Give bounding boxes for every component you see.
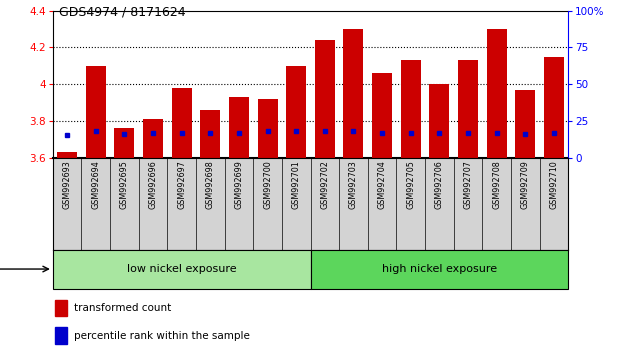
Bar (515, 90, 535, 158)
Text: GSM992699: GSM992699 (234, 160, 243, 209)
Bar (458, 60, 478, 158)
Text: high nickel exposure: high nickel exposure (382, 264, 497, 274)
Text: GSM992700: GSM992700 (263, 160, 272, 209)
Bar (229, 97, 249, 158)
Text: GSM992693: GSM992693 (63, 160, 71, 209)
Bar (401, 60, 421, 158)
Text: GSM992706: GSM992706 (435, 160, 444, 209)
Bar (55, 300, 66, 316)
Text: low nickel exposure: low nickel exposure (127, 264, 237, 274)
Text: GSM992695: GSM992695 (120, 160, 129, 209)
Bar (114, 128, 134, 158)
Text: percentile rank within the sample: percentile rank within the sample (75, 331, 250, 341)
Text: transformed count: transformed count (75, 303, 171, 313)
Bar (57, 152, 77, 158)
Bar (315, 40, 335, 158)
Bar (429, 84, 450, 158)
Text: GSM992705: GSM992705 (406, 160, 415, 209)
Bar (200, 110, 220, 158)
Text: GSM992710: GSM992710 (550, 160, 558, 209)
Text: GSM992694: GSM992694 (91, 160, 100, 209)
Bar (258, 99, 278, 158)
Bar (171, 88, 192, 158)
Text: GSM992702: GSM992702 (320, 160, 329, 209)
Text: GSM992704: GSM992704 (378, 160, 387, 209)
Bar (544, 57, 564, 158)
Bar (143, 119, 163, 158)
Text: GSM992697: GSM992697 (177, 160, 186, 209)
Bar (55, 327, 66, 344)
Bar (487, 29, 507, 158)
Text: GSM992698: GSM992698 (206, 160, 215, 209)
Text: GSM992701: GSM992701 (292, 160, 301, 209)
Bar (372, 73, 392, 158)
Text: GSM992696: GSM992696 (148, 160, 158, 209)
Text: GSM992707: GSM992707 (463, 160, 473, 209)
Text: GDS4974 / 8171624: GDS4974 / 8171624 (59, 5, 186, 18)
Text: GSM992709: GSM992709 (521, 160, 530, 209)
Text: GSM992703: GSM992703 (349, 160, 358, 209)
Bar (286, 66, 306, 158)
Bar (343, 29, 363, 158)
FancyBboxPatch shape (53, 250, 310, 289)
FancyBboxPatch shape (310, 250, 568, 289)
Text: GSM992708: GSM992708 (492, 160, 501, 209)
Bar (86, 66, 106, 158)
